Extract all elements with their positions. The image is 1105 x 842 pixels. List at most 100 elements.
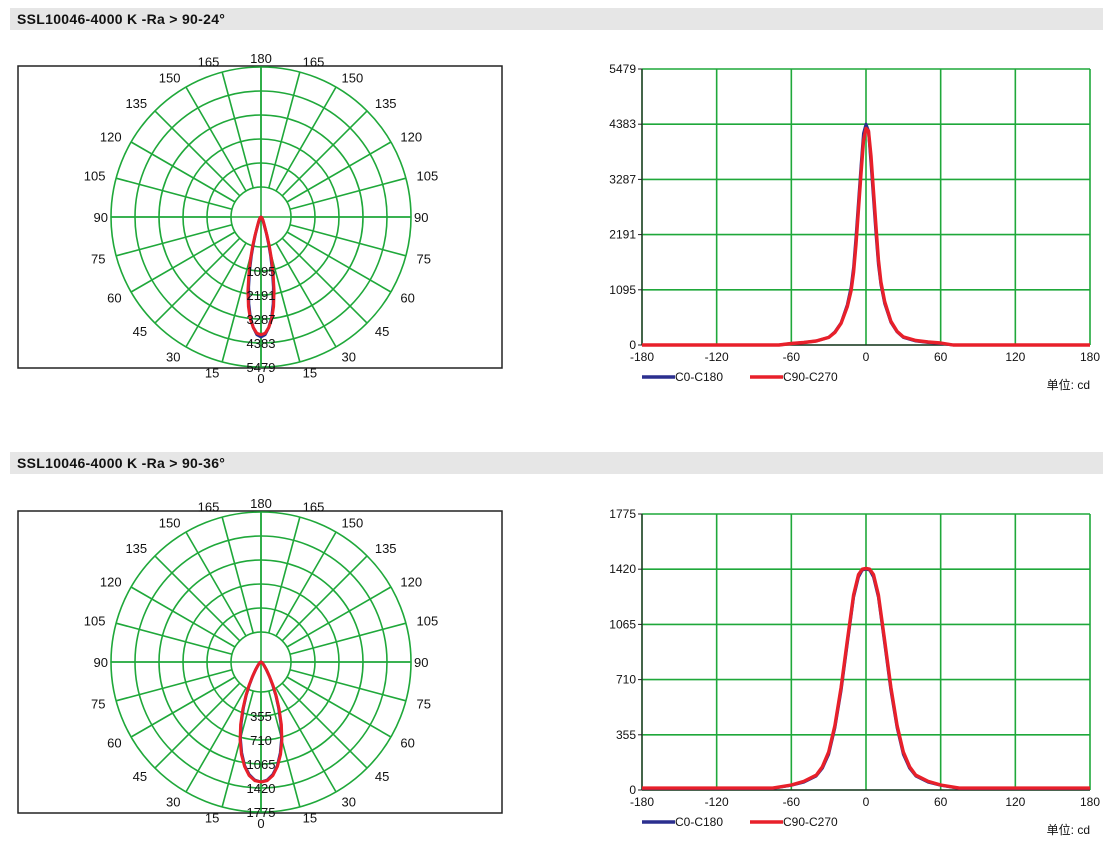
polar-spoke (221, 245, 255, 363)
polar-angle-label: 180 (250, 51, 272, 66)
polar-angle-label: 45 (133, 769, 147, 784)
polar-spoke (286, 586, 392, 648)
polar-frame (17, 510, 503, 814)
polar-radial-label: 1095 (247, 264, 276, 279)
polar-spoke (154, 237, 241, 324)
polar-spoke (281, 110, 368, 197)
cart-x-tick-label: 60 (934, 350, 948, 364)
section-title-1: SSL10046-4000 K -Ra > 90-24° (10, 8, 1103, 30)
cart-y-tick-label: 3287 (609, 172, 636, 186)
cart-x-tick-label: -120 (705, 350, 729, 364)
polar-angle-label: 0 (257, 816, 264, 831)
cart-y-tick-label: 1065 (609, 617, 636, 631)
polar-spoke (267, 245, 301, 363)
polar-radial-label: 3287 (247, 312, 276, 327)
cart-y-tick-label: 710 (616, 673, 636, 687)
cart-grid (641, 68, 1091, 346)
polar-radial-label: 5479 (247, 360, 276, 375)
polar-spoke (221, 516, 255, 634)
polar-angle-label: 150 (159, 71, 181, 86)
polar-angle-label: 120 (100, 130, 122, 145)
cart-x-tick-label: 180 (1080, 350, 1100, 364)
polar-angle-label: 30 (342, 794, 356, 809)
polar-angle-label: 30 (342, 349, 356, 364)
polar-angle-label: 105 (84, 168, 106, 183)
polar-angle-label: 105 (84, 613, 106, 628)
cart-y-tick-label: 5479 (609, 62, 636, 76)
polar-angle-label: 90 (94, 655, 108, 670)
polar-angle-label: 15 (303, 366, 317, 381)
polar-spoke (130, 231, 236, 293)
cart-x-tick-label: 60 (934, 795, 948, 809)
unit-label: 单位: cd (1047, 377, 1090, 392)
polar-spoke (286, 231, 392, 293)
polar-spoke (130, 141, 236, 203)
polar-angle-label: 75 (91, 697, 105, 712)
polar-angle-label: 165 (198, 54, 220, 69)
polar-spoke (289, 622, 407, 656)
polar-spoke (130, 586, 236, 648)
polar-spoke (130, 676, 236, 738)
polar-angle-label: 60 (107, 736, 121, 751)
polar-angle-label: 90 (414, 210, 428, 225)
polar-angle-label: 150 (159, 516, 181, 531)
polar-angle-label: 30 (166, 794, 180, 809)
polar-spoke (185, 531, 247, 637)
cart-x-tick-label: 120 (1005, 795, 1025, 809)
polar-spoke (281, 555, 368, 642)
polar-angle-label: 15 (205, 811, 219, 826)
polar-spoke (286, 676, 392, 738)
polar-radial-label: 1065 (247, 757, 276, 772)
polar-series-c90-c270 (238, 660, 284, 784)
cart-grid (641, 513, 1091, 791)
cart-y-tick-label: 1095 (609, 283, 636, 297)
polar-spoke (281, 682, 368, 769)
polar-angle-label: 15 (303, 811, 317, 826)
polar-angle-label: 60 (400, 736, 414, 751)
polar-angle-label: 105 (417, 168, 439, 183)
polar-angle-label: 30 (166, 349, 180, 364)
polar-angle-label: 60 (107, 291, 121, 306)
polar-spoke (289, 223, 407, 257)
polar-radial-label: 2191 (247, 288, 276, 303)
polar-spoke (275, 242, 337, 348)
polar-series-c90-c270 (246, 215, 276, 337)
cart-x-tick-label: 120 (1005, 350, 1025, 364)
polar-angle-label: 45 (375, 769, 389, 784)
polar-spoke (289, 668, 407, 702)
polar-angle-label: 135 (375, 96, 397, 111)
polar-angle-label: 90 (94, 210, 108, 225)
polar-angle-label: 165 (198, 499, 220, 514)
cart-y-tick-label: 355 (616, 728, 636, 742)
polar-spoke (275, 687, 337, 793)
legend-label: C90-C270 (783, 815, 838, 829)
polar-radial-label: 710 (250, 733, 272, 748)
polar-angle-label: 0 (257, 371, 264, 386)
polar-radial-label: 1775 (247, 805, 276, 820)
legend-label: C90-C270 (783, 370, 838, 384)
polar-spoke (115, 223, 233, 257)
polar-radial-label: 4383 (247, 336, 276, 351)
cart-series-c90-c270 (642, 126, 1090, 347)
polar-angle-label: 75 (91, 252, 105, 267)
polar-spoke (154, 555, 241, 642)
cart-y-tick-label: 1775 (609, 507, 636, 521)
polar-radial-label: 355 (250, 709, 272, 724)
polar-angle-label: 135 (125, 541, 147, 556)
polar-spoke (221, 71, 255, 189)
cart-x-tick-label: -120 (705, 795, 729, 809)
polar-spoke (275, 531, 337, 637)
polar-spoke (154, 682, 241, 769)
cart-x-tick-label: -60 (783, 350, 801, 364)
cart-y-tick-label: 4383 (609, 117, 636, 131)
polar-spoke (185, 687, 247, 793)
polar-angle-label: 120 (400, 575, 422, 590)
polar-angle-label: 75 (417, 697, 431, 712)
polar-spoke (115, 177, 233, 211)
section-title-2: SSL10046-4000 K -Ra > 90-36° (10, 452, 1103, 474)
polar-spoke (115, 668, 233, 702)
